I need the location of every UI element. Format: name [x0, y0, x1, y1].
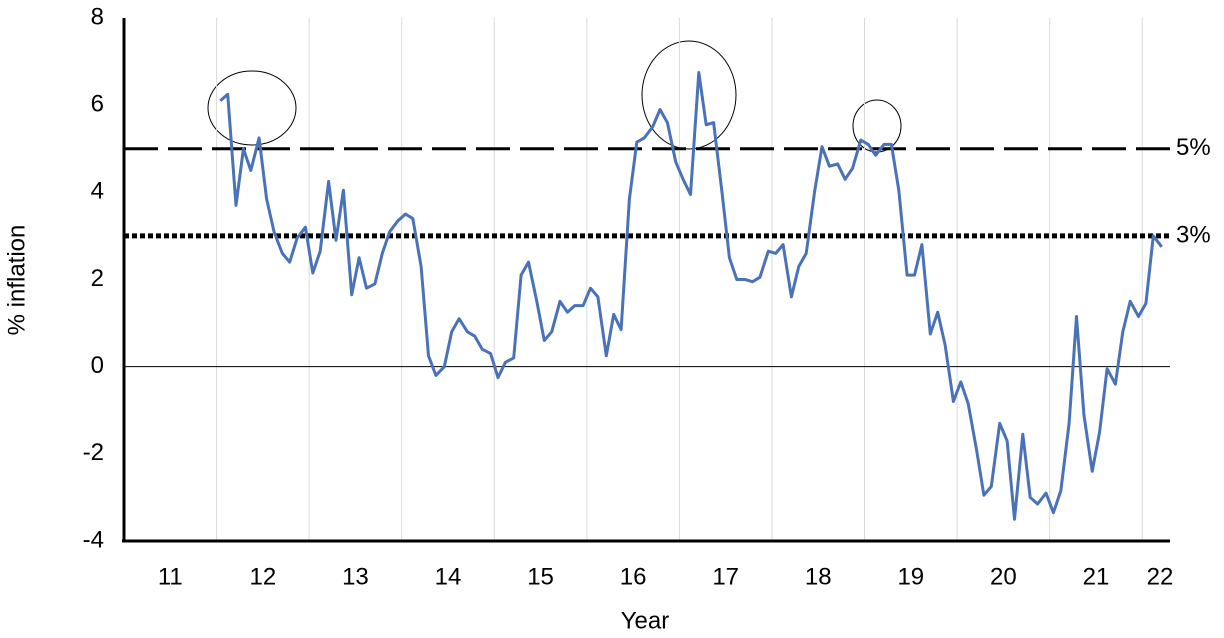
x-tick-label: 12: [249, 563, 276, 590]
x-tick-label: 16: [620, 563, 647, 590]
y-tick-label: -4: [83, 526, 104, 553]
x-tick-label: 22: [1147, 563, 1174, 590]
y-tick-label: 0: [91, 352, 104, 379]
reference-label: 3%: [1176, 221, 1211, 248]
reference-label: 5%: [1176, 134, 1211, 161]
x-tick-label: 20: [990, 563, 1017, 590]
highlight-circle: [207, 70, 297, 146]
y-tick-label: 6: [91, 91, 104, 118]
y-tick-label: 8: [91, 3, 104, 30]
x-tick-label: 19: [897, 563, 924, 590]
data-line: [219, 71, 1163, 521]
y-tick-label: 2: [91, 265, 104, 292]
x-tick-label: 17: [712, 563, 739, 590]
y-axis-label: % inflation: [3, 225, 30, 336]
y-tick-label: 4: [91, 178, 104, 205]
y-tick-label: -2: [83, 439, 104, 466]
x-tick-label: 11: [158, 563, 183, 590]
x-tick-label: 15: [527, 563, 554, 590]
x-tick-label: 18: [805, 563, 832, 590]
x-tick-label: 13: [342, 563, 369, 590]
x-tick-label: 21: [1083, 563, 1110, 590]
x-tick-label: 14: [435, 563, 462, 590]
highlight-circle: [641, 40, 737, 150]
x-axis-label: Year: [621, 607, 670, 634]
